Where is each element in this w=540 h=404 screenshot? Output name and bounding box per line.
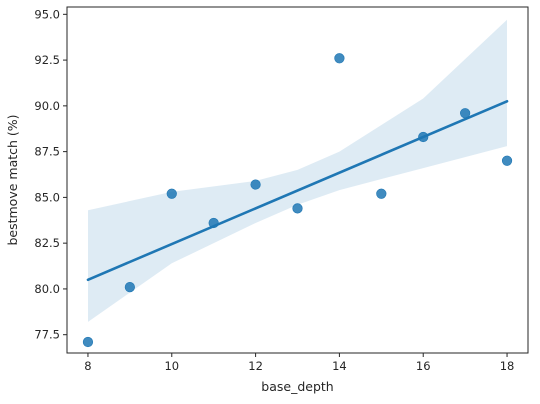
x-axis-label: base_depth bbox=[261, 379, 333, 394]
data-point bbox=[208, 217, 219, 229]
y-tick-label: 77.5 bbox=[34, 328, 60, 342]
x-tick-label: 8 bbox=[84, 359, 91, 373]
data-point bbox=[418, 131, 429, 143]
data-point bbox=[376, 188, 387, 199]
x-tick-label: 18 bbox=[500, 359, 515, 373]
axes-layer: 8 10 12 14 16 18 77.5 80.0 82.5 85.0 87.5 90.0 92.5 9… bbox=[34, 6, 529, 373]
data-point bbox=[292, 203, 303, 214]
data-point bbox=[124, 281, 135, 293]
regression-line-layer bbox=[86, 99, 509, 282]
y-tick-label: 90.0 bbox=[34, 99, 60, 113]
data-point bbox=[501, 155, 513, 166]
y-tick-label: 87.5 bbox=[34, 145, 60, 159]
confidence-band bbox=[88, 19, 507, 322]
y-tick-label: 82.5 bbox=[34, 236, 60, 250]
data-points-layer bbox=[82, 53, 513, 348]
data-point bbox=[166, 188, 177, 199]
x-tick-label: 16 bbox=[416, 359, 431, 373]
y-tick-label: 95.0 bbox=[34, 7, 60, 21]
data-point bbox=[250, 179, 261, 190]
data-point bbox=[334, 53, 345, 64]
regression-line bbox=[86, 99, 509, 282]
plot-frame bbox=[66, 6, 529, 354]
x-tick-label: 12 bbox=[248, 359, 263, 373]
confidence-band-layer bbox=[88, 19, 507, 322]
y-tick-label: 85.0 bbox=[34, 190, 60, 204]
y-tick-label: 92.5 bbox=[34, 53, 60, 67]
x-tick-label: 10 bbox=[164, 359, 179, 373]
y-tick-label: 80.0 bbox=[34, 282, 60, 296]
data-point bbox=[82, 336, 94, 348]
y-axis-label: bestmove match (%) bbox=[5, 114, 20, 245]
data-point bbox=[460, 108, 471, 119]
x-tick-label: 14 bbox=[332, 359, 347, 373]
